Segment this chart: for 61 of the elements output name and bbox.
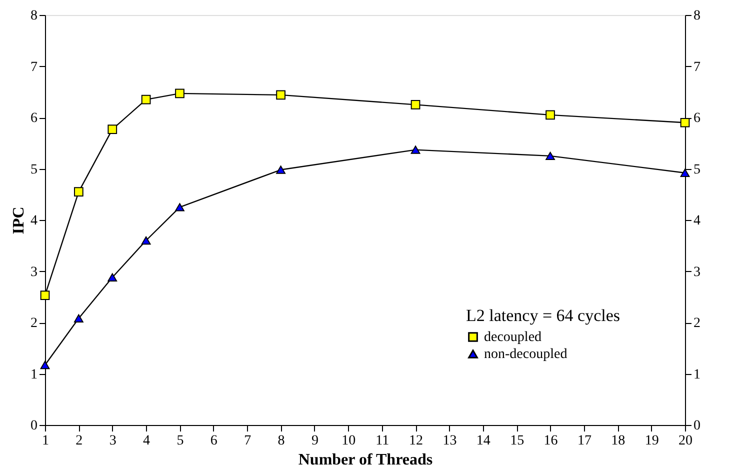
point <box>74 187 84 196</box>
y2-tick-label: 1 <box>694 367 700 382</box>
y-tick-label: 1 <box>30 367 38 382</box>
legend-label: non-decoupled <box>484 347 568 362</box>
x-tick-label: 14 <box>476 434 490 448</box>
y-tick-label: 4 <box>30 214 38 228</box>
point <box>410 100 420 110</box>
legend-title: L2 latency = 64 cycles <box>466 306 620 325</box>
x-tick-label: 3 <box>109 434 116 448</box>
point <box>276 166 286 174</box>
y2-tick-label: 4 <box>694 214 700 228</box>
point <box>40 290 50 300</box>
point <box>141 94 151 104</box>
y2-tick-label: 0 <box>694 418 700 434</box>
point <box>410 146 420 154</box>
point <box>680 168 690 177</box>
y-tick-label: 0 <box>30 418 38 434</box>
point <box>175 203 184 212</box>
y-tick-label: 3 <box>30 264 38 280</box>
point <box>546 152 555 160</box>
point <box>108 273 118 282</box>
x-tick-label: 20 <box>678 434 692 448</box>
x-tick-label: 15 <box>510 434 524 448</box>
x-tick-label: 7 <box>244 434 252 448</box>
y-tick-label: 6 <box>30 111 38 126</box>
point <box>546 110 555 120</box>
y-tick-label: 2 <box>30 316 38 331</box>
x-tick-label: 18 <box>611 434 626 448</box>
point <box>276 90 286 100</box>
x-tick-label: 9 <box>311 434 318 448</box>
point <box>175 88 184 98</box>
x-tick-label: 4 <box>143 434 150 448</box>
y2-tick-label: 8 <box>694 8 700 24</box>
point <box>680 118 690 128</box>
y2-tick-label: 6 <box>694 111 700 126</box>
legend-label: decoupled <box>484 330 542 345</box>
point <box>108 124 118 134</box>
x-tick-label: 12 <box>409 434 424 448</box>
x-tick-label: 16 <box>544 434 558 448</box>
x-tick-label: 2 <box>76 434 83 448</box>
y2-tick-label: 7 <box>694 60 700 75</box>
x-tick-label: 1 <box>42 434 49 448</box>
y-tick-label: 8 <box>30 8 38 24</box>
x-tick-label: 8 <box>278 434 285 448</box>
x-tick-label: 11 <box>376 434 390 448</box>
y2-tick-label: 3 <box>694 264 700 280</box>
x-tick-label: 17 <box>577 434 592 448</box>
point <box>141 236 151 245</box>
point <box>74 314 84 323</box>
x-axis-title: Number of Threads <box>298 452 433 467</box>
x-tick-label: 13 <box>442 434 457 448</box>
y2-tick-label: 2 <box>694 316 700 331</box>
y2-tick-label: 5 <box>694 162 700 178</box>
y-tick-label: 7 <box>30 60 38 75</box>
x-tick-label: 10 <box>342 434 356 448</box>
point <box>40 360 50 370</box>
x-tick-label: 5 <box>176 434 184 448</box>
y-tick-label: 5 <box>30 162 38 178</box>
x-tick-label: 19 <box>644 434 659 448</box>
x-tick-label: 6 <box>210 434 218 448</box>
y-axis-title: IPC <box>10 206 28 234</box>
